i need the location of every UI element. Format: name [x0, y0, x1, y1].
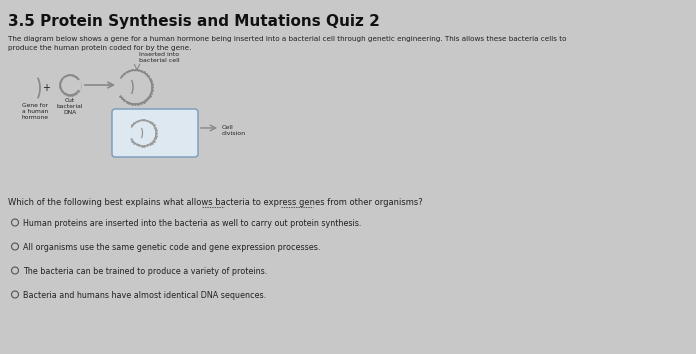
Text: produce the human protein coded for by the gene.: produce the human protein coded for by t… — [8, 45, 191, 51]
Circle shape — [132, 122, 154, 144]
Text: Human proteins are inserted into the bacteria as well to carry out protein synth: Human proteins are inserted into the bac… — [23, 219, 361, 228]
Text: +: + — [42, 83, 50, 93]
Text: Gene for
a human
hormone: Gene for a human hormone — [22, 103, 49, 120]
Text: 3.5 Protein Synthesis and Mutations Quiz 2: 3.5 Protein Synthesis and Mutations Quiz… — [8, 14, 380, 29]
Text: Cell
division: Cell division — [222, 125, 246, 136]
Text: All organisms use the same genetic code and gene expression processes.: All organisms use the same genetic code … — [23, 243, 320, 252]
Text: The diagram below shows a gene for a human hormone being inserted into a bacteri: The diagram below shows a gene for a hum… — [8, 36, 567, 42]
Text: The bacteria can be trained to produce a variety of proteins.: The bacteria can be trained to produce a… — [23, 267, 267, 276]
Text: Which of the following best explains what allows bacteria to express genes from : Which of the following best explains wha… — [8, 198, 422, 207]
Circle shape — [120, 72, 150, 102]
Text: Cut
bacterial
DNA: Cut bacterial DNA — [57, 98, 84, 115]
Text: Bacteria and humans have almost identical DNA sequences.: Bacteria and humans have almost identica… — [23, 291, 266, 300]
Text: Inserted into
bacterial cell: Inserted into bacterial cell — [139, 52, 180, 63]
Circle shape — [62, 77, 78, 93]
FancyBboxPatch shape — [112, 109, 198, 157]
